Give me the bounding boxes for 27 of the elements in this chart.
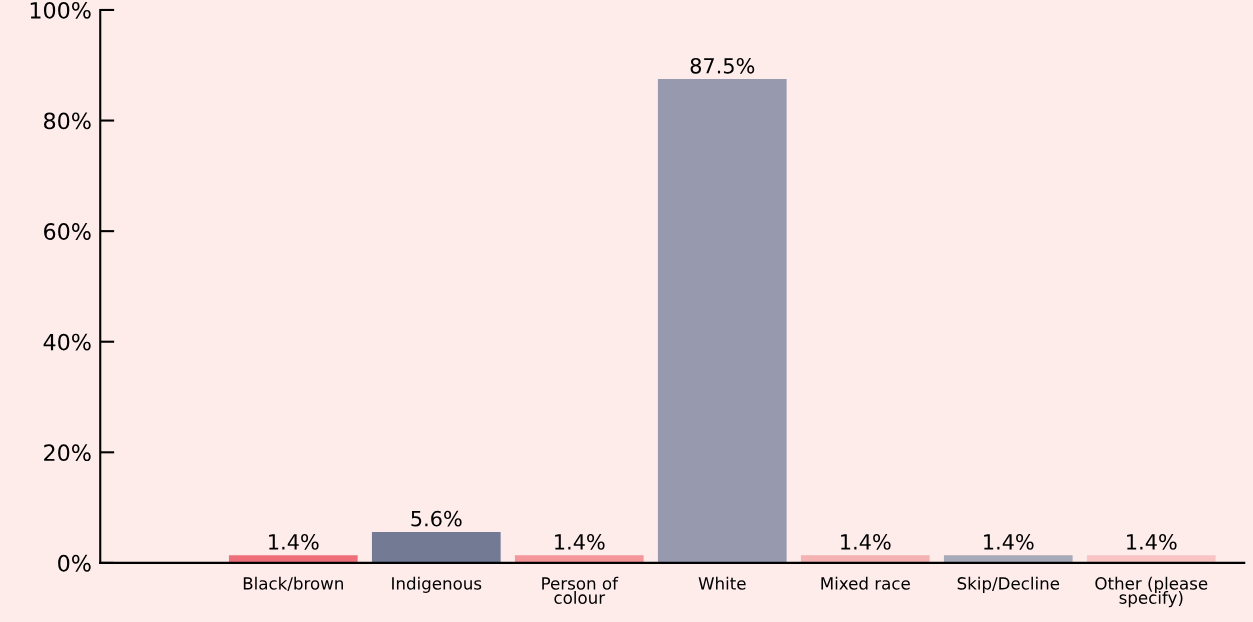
y-tick-label: 60%	[44, 223, 91, 240]
bar	[943, 555, 1073, 563]
data-label: 1.4%	[555, 533, 605, 550]
x-tick-label: Mixed race	[821, 576, 910, 590]
y-tick-label: 80%	[44, 112, 91, 130]
y-tick-label: 20%	[44, 444, 91, 462]
y-tick-label: 40%	[43, 333, 91, 351]
x-tick-label: Skip/Decline	[957, 576, 1060, 593]
x-tick-label: Person of colour	[542, 576, 619, 604]
x-tick-label: Other (please specify)	[1095, 576, 1208, 608]
bar	[371, 531, 501, 563]
x-tick-label: Indigenous	[392, 576, 482, 593]
data-label: 1.4%	[841, 533, 891, 550]
data-label: 1.4%	[1127, 533, 1177, 550]
x-tick-label: Black/brown	[243, 576, 343, 592]
data-label: 1.4%	[269, 533, 319, 550]
data-label: 87.5%	[690, 57, 755, 74]
bar	[228, 555, 358, 563]
bar	[514, 555, 644, 563]
data-label: 5.6%	[411, 510, 462, 527]
y-tick-label: 100%	[30, 1, 91, 19]
x-tick-label: White	[698, 576, 746, 590]
bar	[800, 555, 930, 563]
data-label: 1.4%	[984, 533, 1034, 550]
y-tick-label: 0%	[58, 554, 91, 572]
bar	[1086, 555, 1216, 563]
bar	[657, 79, 787, 563]
